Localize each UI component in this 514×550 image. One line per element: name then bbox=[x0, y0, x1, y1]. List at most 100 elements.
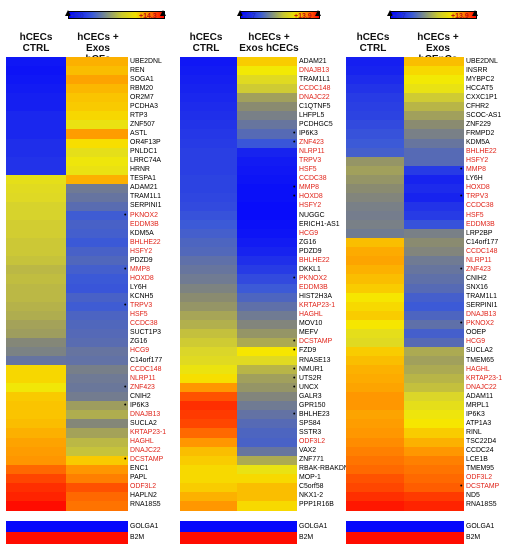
heatmap-cell bbox=[180, 473, 237, 484]
scale-max-marker bbox=[160, 10, 166, 16]
heatmap-cell bbox=[346, 482, 404, 493]
heatmap-cell bbox=[180, 211, 237, 221]
heatmap-cell bbox=[180, 247, 237, 257]
gene-label: TMEM65 bbox=[466, 356, 494, 364]
gene-label: C1QTNF5 bbox=[299, 102, 331, 110]
heatmap-cell bbox=[180, 120, 237, 131]
gene-label: SUCLA2 bbox=[466, 347, 493, 355]
heatmap-cell bbox=[404, 491, 464, 502]
heatmap-cell bbox=[237, 283, 297, 294]
heatmap-cell bbox=[346, 292, 404, 303]
heatmap-cell bbox=[6, 491, 66, 502]
heatmap-cell bbox=[404, 464, 464, 475]
gene-label: BHLHE22 bbox=[130, 238, 161, 246]
gene-label: IP6K3 bbox=[130, 401, 149, 409]
heatmap-cell bbox=[237, 410, 297, 420]
gene-label: C5orf58 bbox=[299, 483, 324, 491]
heatmap-cell bbox=[6, 301, 66, 312]
gene-label: UTS2R bbox=[299, 374, 322, 382]
heatmap-cell bbox=[6, 238, 66, 248]
gene-label: MRPL1 bbox=[466, 401, 489, 409]
heatmap-cell bbox=[346, 319, 404, 330]
gene-label: EDDM3B bbox=[299, 284, 328, 292]
gene-label: KRTAP23-1 bbox=[299, 302, 336, 310]
gene-label: HSF5 bbox=[130, 311, 148, 319]
gene-label: BHLHE22 bbox=[299, 256, 330, 264]
gene-label: ADAM21 bbox=[299, 57, 327, 65]
gene-label: RINL bbox=[466, 428, 482, 436]
heatmap-cell bbox=[66, 274, 128, 285]
gene-label: MMP8 bbox=[130, 265, 150, 273]
heatmap-cell bbox=[237, 473, 297, 484]
heatmap-cell bbox=[404, 247, 464, 257]
heatmap-cell bbox=[346, 365, 404, 375]
heatmap-cell bbox=[180, 66, 237, 76]
gene-marker: • bbox=[293, 139, 296, 147]
heatmap-cell bbox=[66, 165, 128, 176]
heatmap-cell bbox=[237, 174, 297, 185]
heatmap-cell bbox=[66, 229, 128, 239]
heatmap-cell bbox=[180, 292, 237, 303]
heatmap-cell bbox=[6, 102, 66, 112]
heatmap-cell bbox=[180, 482, 237, 493]
heatmap-cell bbox=[6, 93, 66, 103]
heatmap-cell bbox=[237, 220, 297, 230]
heatmap-cell bbox=[237, 346, 297, 357]
heatmap-cell bbox=[404, 365, 464, 375]
heatmap-cell bbox=[6, 410, 66, 420]
gene-label: NMUR1 bbox=[299, 365, 324, 373]
heatmap-cell bbox=[237, 256, 297, 266]
scale-min-marker bbox=[237, 10, 243, 16]
heatmap-cell bbox=[66, 365, 128, 375]
gene-label: TRAM1L1 bbox=[299, 75, 331, 83]
heatmap-cell bbox=[180, 365, 237, 375]
gene-marker: • bbox=[293, 193, 296, 201]
heatmap-cell bbox=[66, 75, 128, 85]
heatmap-cell bbox=[237, 229, 297, 239]
heatmap-cell bbox=[237, 319, 297, 330]
heatmap-cell bbox=[6, 374, 66, 384]
control-cell bbox=[346, 532, 404, 544]
heatmap-cell bbox=[237, 192, 297, 203]
gene-label: TSC22D4 bbox=[466, 438, 497, 446]
heatmap-cell bbox=[404, 419, 464, 430]
gene-label: ZNF507 bbox=[130, 120, 155, 128]
heatmap-cell bbox=[180, 346, 237, 357]
heatmap-cell bbox=[66, 500, 128, 511]
heatmap-cell bbox=[237, 102, 297, 112]
heatmap-cell bbox=[6, 365, 66, 375]
heatmap-cell bbox=[404, 57, 464, 67]
gene-label: HIST2H3A bbox=[299, 293, 332, 301]
gene-marker: • bbox=[124, 302, 127, 310]
heatmap-cell bbox=[180, 192, 237, 203]
gene-label: OR4F13P bbox=[130, 139, 161, 147]
heatmap-cell bbox=[404, 93, 464, 103]
heatmap-cell bbox=[346, 265, 404, 276]
heatmap-cell bbox=[6, 428, 66, 439]
gene-marker: • bbox=[293, 410, 296, 418]
heatmap-cell bbox=[404, 156, 464, 167]
gene-marker: • bbox=[460, 320, 463, 328]
gene-label: SERPINI1 bbox=[130, 202, 162, 210]
heatmap-cell bbox=[6, 201, 66, 212]
heatmap-cell bbox=[6, 337, 66, 348]
heatmap-cell bbox=[180, 111, 237, 122]
gene-label: HSF5 bbox=[299, 166, 317, 174]
heatmap-cell bbox=[346, 328, 404, 339]
heatmap-cell bbox=[66, 120, 128, 131]
gene-label: NLRP11 bbox=[130, 374, 156, 382]
control-gene-label: GOLGA1 bbox=[299, 522, 328, 530]
heatmap-cell bbox=[180, 355, 237, 366]
gene-label: VAX2 bbox=[299, 447, 317, 455]
gene-label: ATP1A3 bbox=[466, 419, 492, 427]
control-gene-label: GOLGA1 bbox=[130, 522, 159, 530]
heatmap-cell bbox=[237, 156, 297, 167]
gene-label: NLRP11 bbox=[466, 256, 492, 264]
heatmap-cell bbox=[346, 473, 404, 484]
heatmap-cell bbox=[180, 500, 237, 511]
heatmap-cell bbox=[237, 111, 297, 122]
gene-label: SOGA1 bbox=[130, 75, 154, 83]
gene-label: PPP1R16B bbox=[299, 501, 334, 509]
gene-label: KRTAP23-1 bbox=[130, 428, 167, 436]
heatmap-cell bbox=[404, 482, 464, 493]
